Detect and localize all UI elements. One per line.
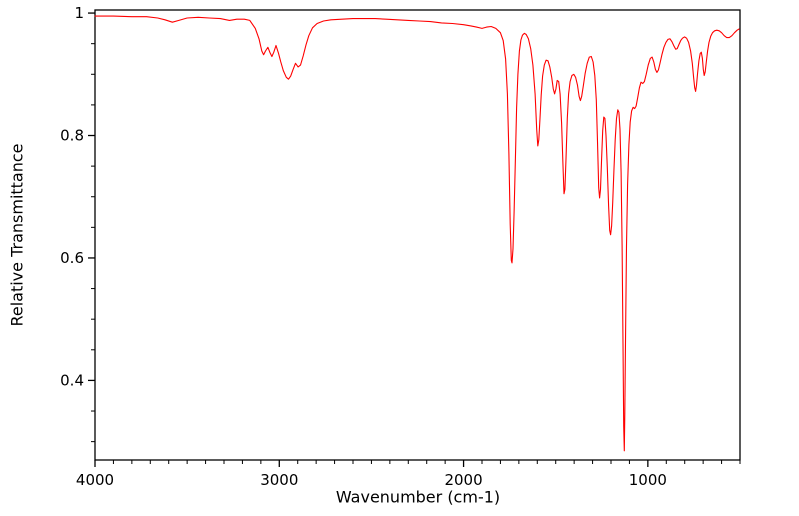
x-tick-label: 3000 [260,471,298,489]
x-tick-label: 4000 [76,471,114,489]
y-tick-label: 0.8 [60,127,84,145]
y-axis-title: Relative Transmittance [7,143,27,327]
plot-frame [94,9,741,461]
x-tick-label: 1000 [629,471,667,489]
y-tick-label: 1 [74,4,84,22]
y-tick-label: 0.4 [60,371,84,389]
spectrum-line [94,15,740,452]
x-tick-label: 2000 [444,471,482,489]
y-tick-label: 0.6 [60,249,84,267]
x-axis-title: Wavenumber (cm-1) [335,487,501,507]
